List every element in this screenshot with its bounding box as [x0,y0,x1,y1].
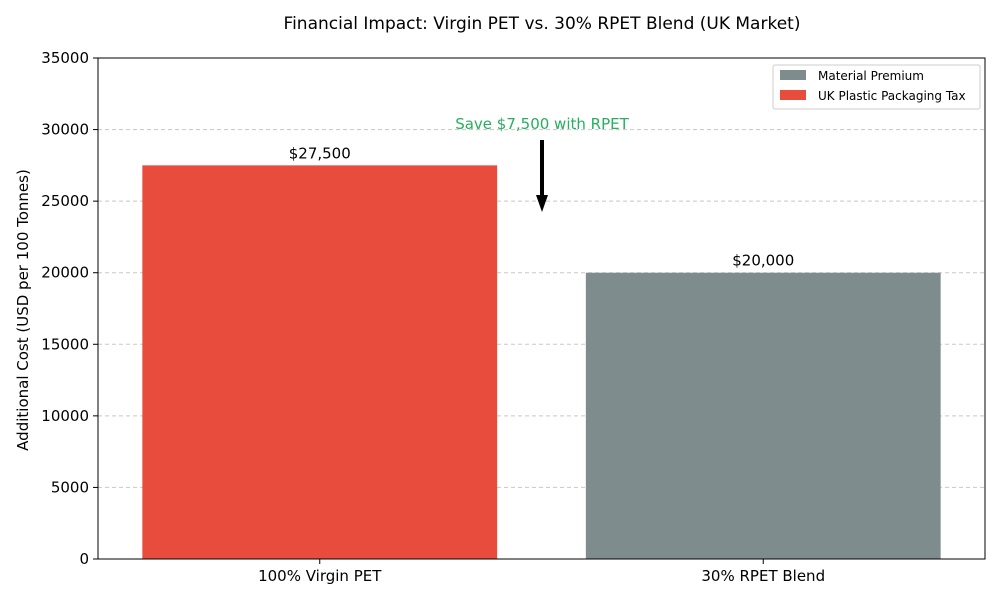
legend-swatch-material-premium [780,70,806,80]
y-tick-label: 10000 [41,407,89,425]
bar [585,272,941,559]
chart-title: Financial Impact: Virgin PET vs. 30% RPE… [284,14,801,34]
bar-value-label: $20,000 [732,252,794,270]
y-axis-label: Additional Cost (USD per 100 Tonnes) [14,169,32,451]
legend-frame [772,64,981,110]
y-tick-label: 15000 [41,335,89,353]
bar-value-label: $27,500 [289,144,351,162]
y-tick-label: 5000 [51,478,89,496]
data-labels: $27,500 $20,000 [289,144,795,269]
plot-frame [97,57,986,560]
savings-annotation: Save $7,500 with RPET [455,115,630,212]
y-tick-label: 25000 [41,192,89,210]
legend-label-uk-plastic-packaging-tax: UK Plastic Packaging Tax [818,89,966,103]
bars [142,165,941,559]
y-tick-label: 30000 [41,121,89,139]
legend: Material Premium UK Plastic Packaging Ta… [772,64,981,110]
legend-swatch-uk-plastic-packaging-tax [780,90,806,100]
y-tick-label: 20000 [41,264,89,282]
y-tick-label: 35000 [41,49,89,67]
axes: 0 5000 10000 15000 20000 25000 30000 35000 100% … [41,49,986,585]
y-tick-label: 0 [79,550,89,568]
legend-label-material-premium: Material Premium [818,69,924,83]
bar [142,165,498,559]
savings-annotation-text: Save $7,500 with RPET [455,115,629,133]
x-tick-label: 100% Virgin PET [258,567,382,585]
annotation-arrow-head-icon [536,195,548,212]
x-tick-label: 30% RPET Blend [701,567,825,585]
